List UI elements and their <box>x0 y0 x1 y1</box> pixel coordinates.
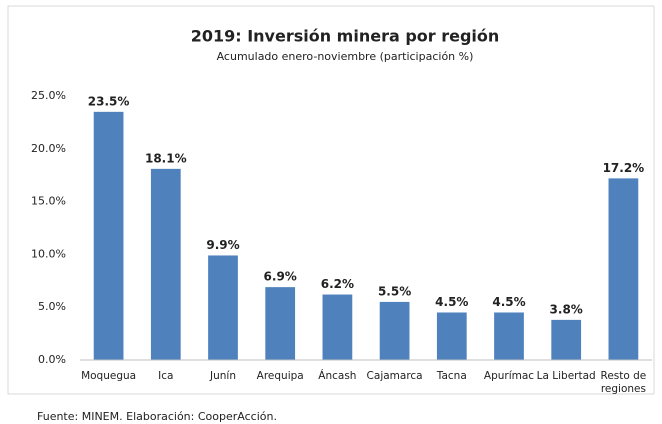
bar <box>265 287 296 360</box>
x-tick-label: Ica <box>158 370 174 382</box>
y-tick-label: 5.0% <box>38 300 66 313</box>
x-tick-label: Moquegua <box>81 370 137 382</box>
x-tick-label: Junín <box>210 370 236 382</box>
value-label: 23.5% <box>88 94 130 108</box>
bar <box>379 301 410 360</box>
value-label: 5.5% <box>378 284 411 298</box>
bar <box>436 312 467 360</box>
bar <box>608 178 639 360</box>
source-note: Fuente: MINEM. Elaboración: CooperAcción… <box>37 410 277 423</box>
value-label: 3.8% <box>550 302 583 316</box>
bar <box>551 319 582 360</box>
y-tick-label: 15.0% <box>31 195 66 208</box>
bar <box>322 294 353 360</box>
y-tick-label: 20.0% <box>31 142 66 155</box>
bar <box>150 168 181 360</box>
bar <box>494 312 524 360</box>
bar <box>208 255 238 360</box>
y-tick-label: 25.0% <box>31 89 66 102</box>
value-label: 17.2% <box>603 161 645 175</box>
x-tick-label: La Libertad <box>536 370 596 382</box>
value-label: 9.9% <box>206 238 239 252</box>
x-tick-label: Resto de regiones <box>600 370 647 395</box>
x-tick-label: Cajamarca <box>366 370 423 382</box>
y-tick-label: 10.0% <box>31 247 66 260</box>
value-label: 4.5% <box>492 295 525 309</box>
value-label: 6.9% <box>264 270 297 284</box>
x-tick-label: Tacna <box>436 370 467 382</box>
x-tick-label: Áncash <box>318 370 357 382</box>
y-tick-label: 0.0% <box>38 353 66 366</box>
value-label: 4.5% <box>435 295 468 309</box>
bar <box>93 111 124 360</box>
chart-subtitle: Acumulado enero-noviembre (participación… <box>217 50 474 63</box>
chart-title: 2019: Inversión minera por región <box>191 27 500 46</box>
x-tick-label: Apurímac <box>483 370 535 382</box>
value-label: 18.1% <box>145 151 187 165</box>
x-tick-label: Arequipa <box>256 370 304 382</box>
value-label: 6.2% <box>321 277 354 291</box>
